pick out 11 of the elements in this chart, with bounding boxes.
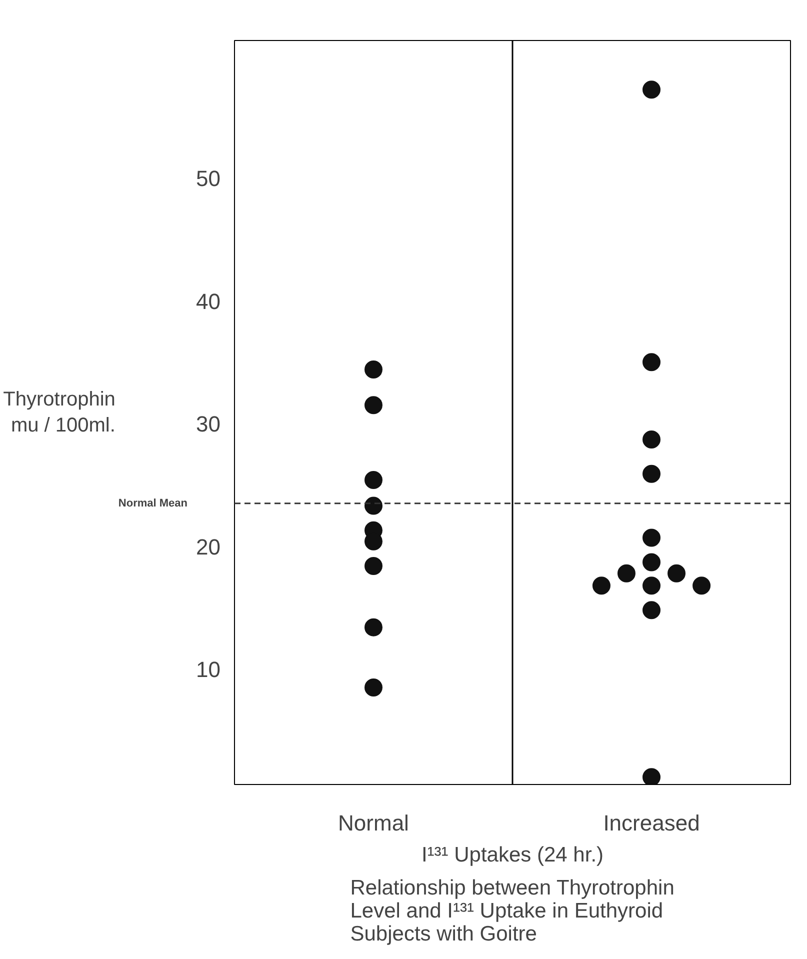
ref-line-label: Normal Mean — [118, 497, 188, 510]
x-tick-label: Increased — [603, 810, 700, 836]
y-tick-label: 40 — [196, 288, 221, 314]
y-axis-title: Thyrotrophin mu / 100ml. — [3, 388, 116, 437]
y-tick-label: 20 — [196, 534, 221, 560]
x-axis-title: I¹³¹ Uptakes (24 hr.) — [421, 844, 604, 866]
y-tick-label: 10 — [196, 657, 221, 682]
text: Relationship between Thyrotrophin Level and I¹³¹ Uptake in Euthyroid Subjects with Goitre — [350, 876, 674, 946]
y-tick-label: 50 — [196, 166, 221, 192]
x-tick-label: Normal — [338, 810, 409, 836]
y-tick-label: 30 — [196, 412, 221, 437]
